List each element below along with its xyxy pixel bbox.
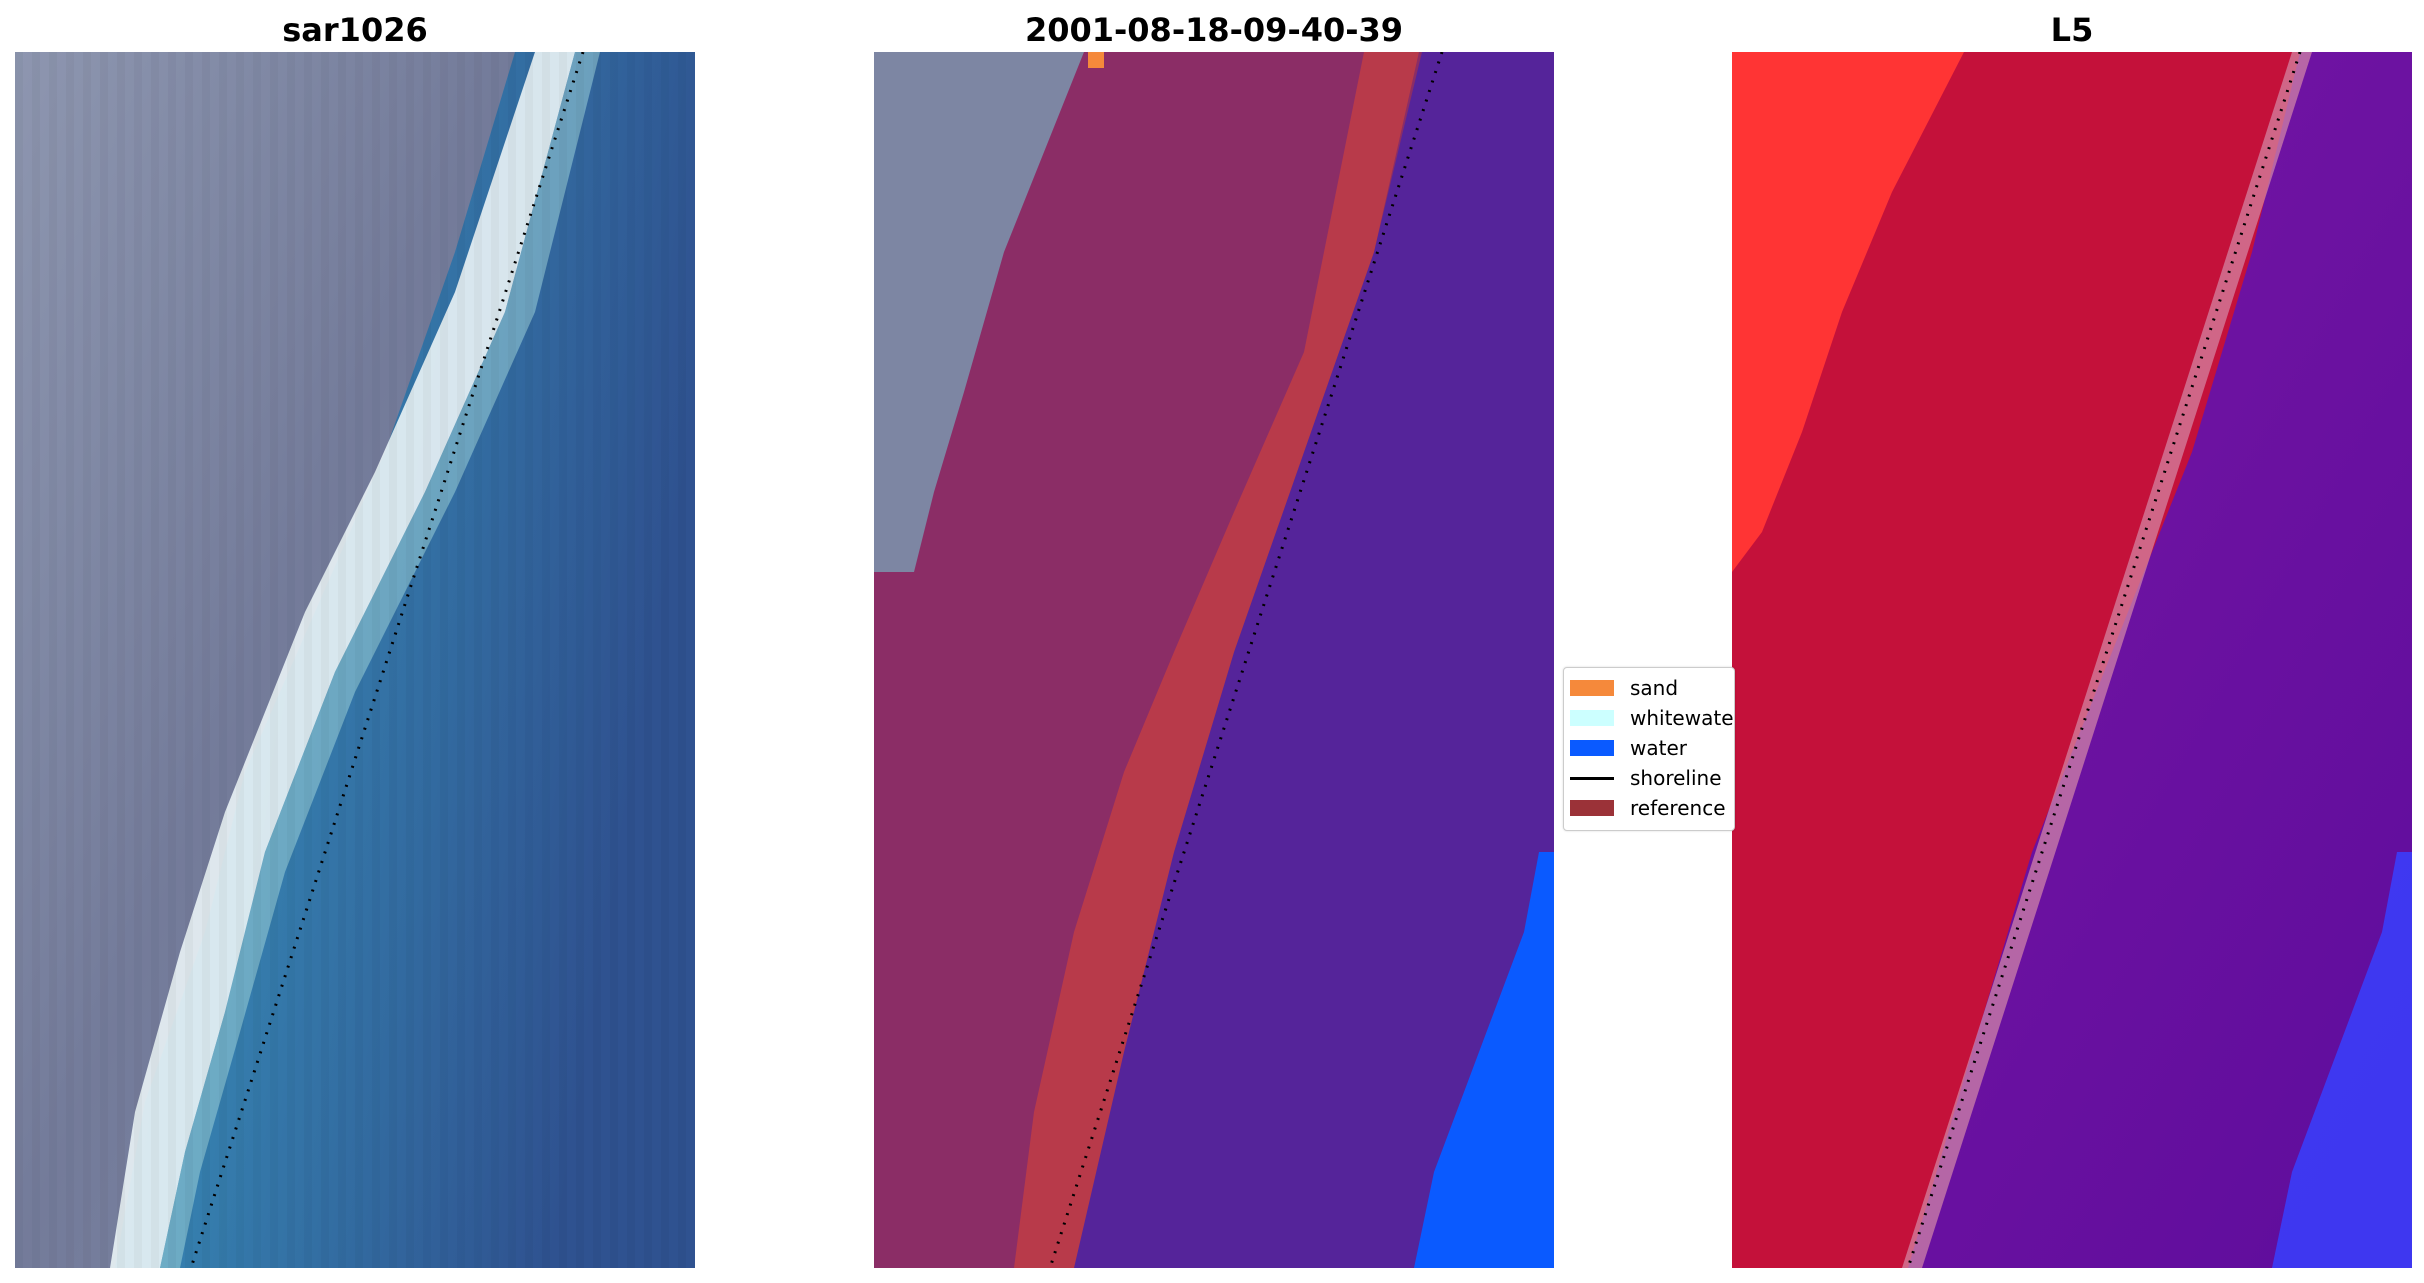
legend-label-whitewater: whitewater [1630, 706, 1735, 730]
rgb-image-panel [15, 52, 695, 1268]
sand-overlay-area [1014, 52, 1419, 1268]
classification-image [874, 52, 1554, 1268]
legend-item-water: water [1570, 736, 1687, 760]
legend-label-shoreline: shoreline [1630, 766, 1722, 790]
prob-bright-red-area [1732, 52, 1964, 572]
legend-swatch-sand [1570, 680, 1614, 696]
legend-item-reference: reference [1570, 796, 1726, 820]
legend-label-reference: reference [1630, 796, 1726, 820]
prob-blue-area [2272, 852, 2412, 1268]
classification-panel [874, 52, 1554, 1268]
legend-item-whitewater: whitewater [1570, 706, 1735, 730]
l5-image [1732, 52, 2412, 1268]
legend: sand whitewater water shoreline referenc… [1563, 667, 1735, 831]
water-blue-area [1414, 852, 1554, 1268]
l5-panel [1732, 52, 2412, 1268]
reference-area [874, 52, 1422, 1268]
legend-item-sand: sand [1570, 676, 1678, 700]
rgb-image [15, 52, 695, 1268]
legend-label-sand: sand [1630, 676, 1679, 700]
land-gray-area [874, 52, 1084, 572]
legend-label-water: water [1630, 736, 1687, 760]
sand-pixel [1088, 52, 1104, 68]
legend-item-shoreline: shoreline [1570, 766, 1722, 790]
legend-swatch-reference [1570, 800, 1614, 816]
shoreline-glow [1902, 52, 2312, 1268]
panel-title-classification: 2001-08-18-09-40-39 [1024, 11, 1404, 49]
legend-line-shoreline [1570, 776, 1614, 780]
legend-swatch-whitewater [1570, 710, 1614, 726]
panel-title-rgb: sar1026 [282, 11, 428, 49]
panel-title-l5: L5 [2050, 11, 2094, 49]
prob-red-area [1732, 52, 2300, 1268]
legend-swatch-water [1570, 740, 1614, 756]
